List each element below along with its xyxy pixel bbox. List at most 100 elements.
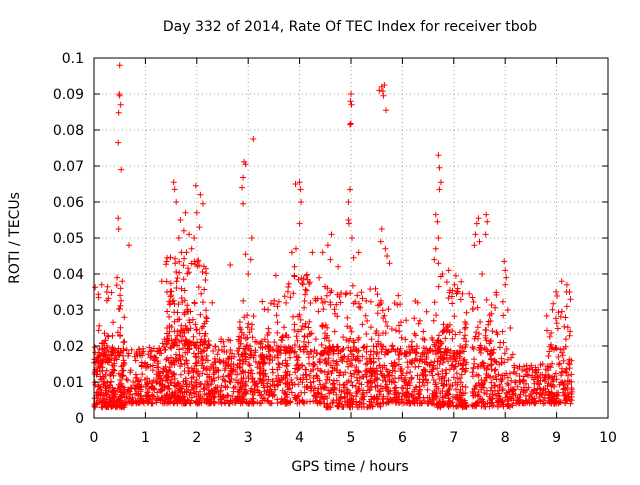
data-point: [299, 398, 306, 405]
data-point: [471, 335, 478, 342]
data-point: [245, 369, 252, 376]
data-point: [201, 286, 208, 293]
data-point: [163, 258, 170, 265]
data-point: [517, 391, 524, 398]
data-point: [206, 373, 213, 380]
x-tick-label: 4: [295, 430, 304, 446]
data-point: [105, 295, 112, 302]
data-point: [243, 390, 250, 397]
data-point: [539, 371, 546, 378]
data-point: [136, 383, 143, 390]
data-point: [223, 349, 230, 355]
data-point: [542, 389, 549, 396]
data-point: [202, 366, 209, 373]
data-point: [479, 396, 486, 403]
data-point: [110, 347, 117, 354]
data-point: [96, 322, 103, 329]
data-point: [398, 350, 405, 357]
data-point: [311, 392, 318, 399]
data-point: [120, 352, 126, 359]
data-point: [553, 288, 560, 295]
data-point: [100, 351, 107, 357]
data-point: [147, 348, 154, 355]
data-point: [231, 353, 238, 360]
data-point: [241, 314, 248, 321]
data-point: [437, 341, 444, 347]
data-point: [502, 281, 509, 288]
data-point: [112, 390, 118, 397]
data-point: [405, 397, 411, 404]
data-point: [454, 288, 461, 295]
data-point: [210, 393, 217, 400]
data-point: [178, 249, 185, 256]
data-point: [204, 345, 210, 352]
data-point: [441, 348, 448, 355]
data-point: [514, 383, 521, 390]
data-point: [236, 345, 243, 352]
data-point: [383, 366, 390, 373]
data-point: [343, 358, 350, 365]
data-point: [108, 289, 115, 296]
data-point: [172, 391, 179, 398]
data-point: [333, 367, 340, 374]
data-point: [315, 385, 322, 392]
data-point: [281, 324, 288, 331]
data-point: [156, 345, 163, 352]
data-point: [495, 403, 501, 410]
data-point: [299, 280, 306, 287]
data-point: [445, 295, 452, 302]
data-point: [181, 309, 188, 316]
data-point: [355, 336, 362, 343]
data-point: [193, 379, 199, 386]
data-point: [192, 321, 199, 328]
data-point: [424, 361, 431, 368]
x-tick-label: 10: [599, 430, 617, 446]
data-point: [340, 334, 347, 341]
data-point: [307, 379, 314, 386]
data-point: [549, 306, 556, 313]
data-point: [356, 385, 363, 392]
data-point: [437, 403, 443, 410]
data-point: [440, 355, 447, 362]
data-point: [286, 347, 293, 354]
data-point: [148, 353, 155, 359]
data-point: [286, 381, 293, 388]
x-tick-label: 1: [141, 430, 150, 446]
data-point: [164, 330, 170, 337]
data-point: [175, 235, 182, 241]
data-point: [265, 325, 272, 332]
data-point: [164, 308, 171, 315]
data-point: [227, 262, 234, 268]
data-point: [503, 346, 510, 352]
data-point: [435, 332, 442, 339]
data-point: [105, 333, 112, 340]
data-point: [548, 330, 555, 336]
data-point: [324, 242, 331, 249]
data-point: [256, 370, 263, 377]
data-point: [294, 400, 301, 407]
data-point: [355, 249, 362, 256]
data-point: [130, 398, 137, 405]
data-point: [192, 360, 199, 367]
data-point: [285, 334, 292, 341]
data-point: [396, 328, 403, 335]
data-point: [434, 358, 441, 365]
data-point: [352, 356, 359, 363]
data-point: [138, 376, 144, 383]
data-point: [183, 337, 190, 344]
data-point: [417, 353, 424, 360]
data-point: [166, 301, 173, 308]
data-point: [563, 366, 570, 373]
data-point: [431, 299, 438, 306]
data-point: [450, 374, 457, 381]
data-point: [127, 367, 134, 374]
data-point: [491, 367, 498, 374]
data-point: [424, 386, 431, 393]
data-point: [184, 308, 191, 315]
data-point: [449, 328, 456, 334]
data-point: [301, 304, 308, 311]
data-point: [451, 350, 458, 357]
data-point: [546, 399, 553, 406]
data-point: [409, 346, 415, 353]
data-point: [215, 399, 222, 406]
